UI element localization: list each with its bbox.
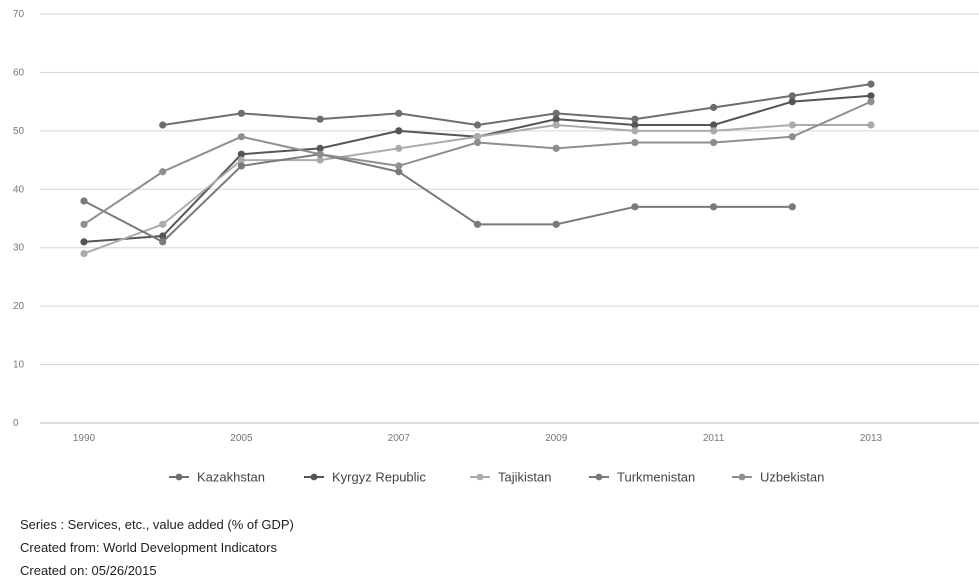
data-point <box>631 115 639 123</box>
data-point <box>867 98 875 106</box>
data-point <box>552 144 560 152</box>
x-tick-label: 2013 <box>860 433 883 444</box>
y-tick-label: 10 <box>13 360 25 371</box>
data-point <box>710 138 718 147</box>
data-point <box>710 203 718 211</box>
y-tick-label: 70 <box>13 9 25 20</box>
data-point <box>80 220 88 228</box>
y-tick-label: 40 <box>13 184 25 195</box>
legend-item: Uzbekistan <box>732 470 824 485</box>
data-point <box>473 121 482 129</box>
data-point <box>80 238 88 246</box>
data-point <box>710 103 718 112</box>
data-point <box>80 249 88 258</box>
series-kazakhstan <box>159 80 875 129</box>
data-point <box>316 156 324 164</box>
legend-label: Uzbekistan <box>760 470 824 485</box>
data-point <box>631 127 639 135</box>
legend-item: Tajikistan <box>470 470 551 485</box>
x-tick-label: 2005 <box>230 433 253 444</box>
data-point <box>552 109 560 117</box>
data-point <box>159 168 167 176</box>
legend-label: Tajikistan <box>498 470 551 485</box>
data-point <box>80 197 88 205</box>
data-point <box>788 92 796 100</box>
data-point <box>395 144 403 152</box>
legend-swatch-marker <box>310 473 318 481</box>
x-tick-label: 2011 <box>703 433 725 444</box>
data-point <box>473 138 482 147</box>
data-point <box>552 121 560 129</box>
legend-swatch-marker <box>175 473 183 481</box>
legend-swatch-marker <box>476 473 484 481</box>
x-tick-label: 2007 <box>388 433 411 444</box>
y-tick-label: 30 <box>13 243 25 254</box>
series-uzbekistan <box>80 98 875 228</box>
data-point <box>316 150 324 158</box>
legend-swatch-marker <box>595 473 603 481</box>
series-turkmenistan <box>80 150 796 246</box>
data-point <box>710 121 718 129</box>
chart-notes: Series : Services, etc., value added (% … <box>20 513 294 582</box>
data-point <box>710 127 718 135</box>
data-point <box>788 121 796 129</box>
legend-item: Turkmenistan <box>589 470 695 485</box>
data-point <box>159 121 167 129</box>
data-point <box>867 80 875 88</box>
data-point <box>552 115 560 123</box>
data-point <box>237 156 245 164</box>
line-chart: 0 10 20 30 40 50 60 70 1990 2005 2007 2009 2011 2013 K… <box>13 9 979 485</box>
legend-item: Kazakhstan <box>169 470 265 485</box>
x-tick-label: 1990 <box>73 433 96 444</box>
data-point <box>237 133 245 141</box>
source-note: Created from: World Development Indicato… <box>20 540 277 555</box>
data-point <box>473 133 482 141</box>
data-point <box>159 220 167 228</box>
data-point <box>159 238 167 246</box>
data-point <box>631 203 639 211</box>
legend-label: Kazakhstan <box>197 470 265 485</box>
data-point <box>237 162 245 170</box>
data-point <box>316 144 324 152</box>
data-point <box>867 121 875 129</box>
data-point <box>867 92 875 100</box>
y-tick-label: 20 <box>13 301 25 312</box>
data-point <box>237 109 245 117</box>
y-tick-label: 0 <box>13 418 19 429</box>
data-point <box>395 162 403 170</box>
legend-label: Kyrgyz Republic <box>332 470 426 485</box>
data-point <box>316 115 324 123</box>
data-point <box>788 133 796 141</box>
series-tajikistan <box>80 121 875 258</box>
data-point <box>473 220 482 228</box>
data-point <box>159 232 167 240</box>
data-point <box>395 109 403 117</box>
y-tick-label: 60 <box>13 67 25 78</box>
series-line <box>83 94 872 243</box>
data-point <box>395 127 403 135</box>
data-point <box>395 168 403 176</box>
series-line <box>83 153 793 244</box>
legend-item: Kyrgyz Republic <box>304 470 426 485</box>
data-point <box>237 150 245 158</box>
series-line <box>162 83 872 127</box>
data-point <box>788 203 796 211</box>
legend-label: Turkmenistan <box>617 470 695 485</box>
data-point <box>631 121 639 129</box>
data-point <box>552 220 560 228</box>
series-note: Series : Services, etc., value added (% … <box>20 517 294 532</box>
y-tick-label: 50 <box>13 126 25 137</box>
x-tick-label: 2009 <box>545 433 568 444</box>
data-point <box>631 138 639 147</box>
data-point <box>788 98 796 106</box>
legend-swatch-marker <box>738 473 746 481</box>
